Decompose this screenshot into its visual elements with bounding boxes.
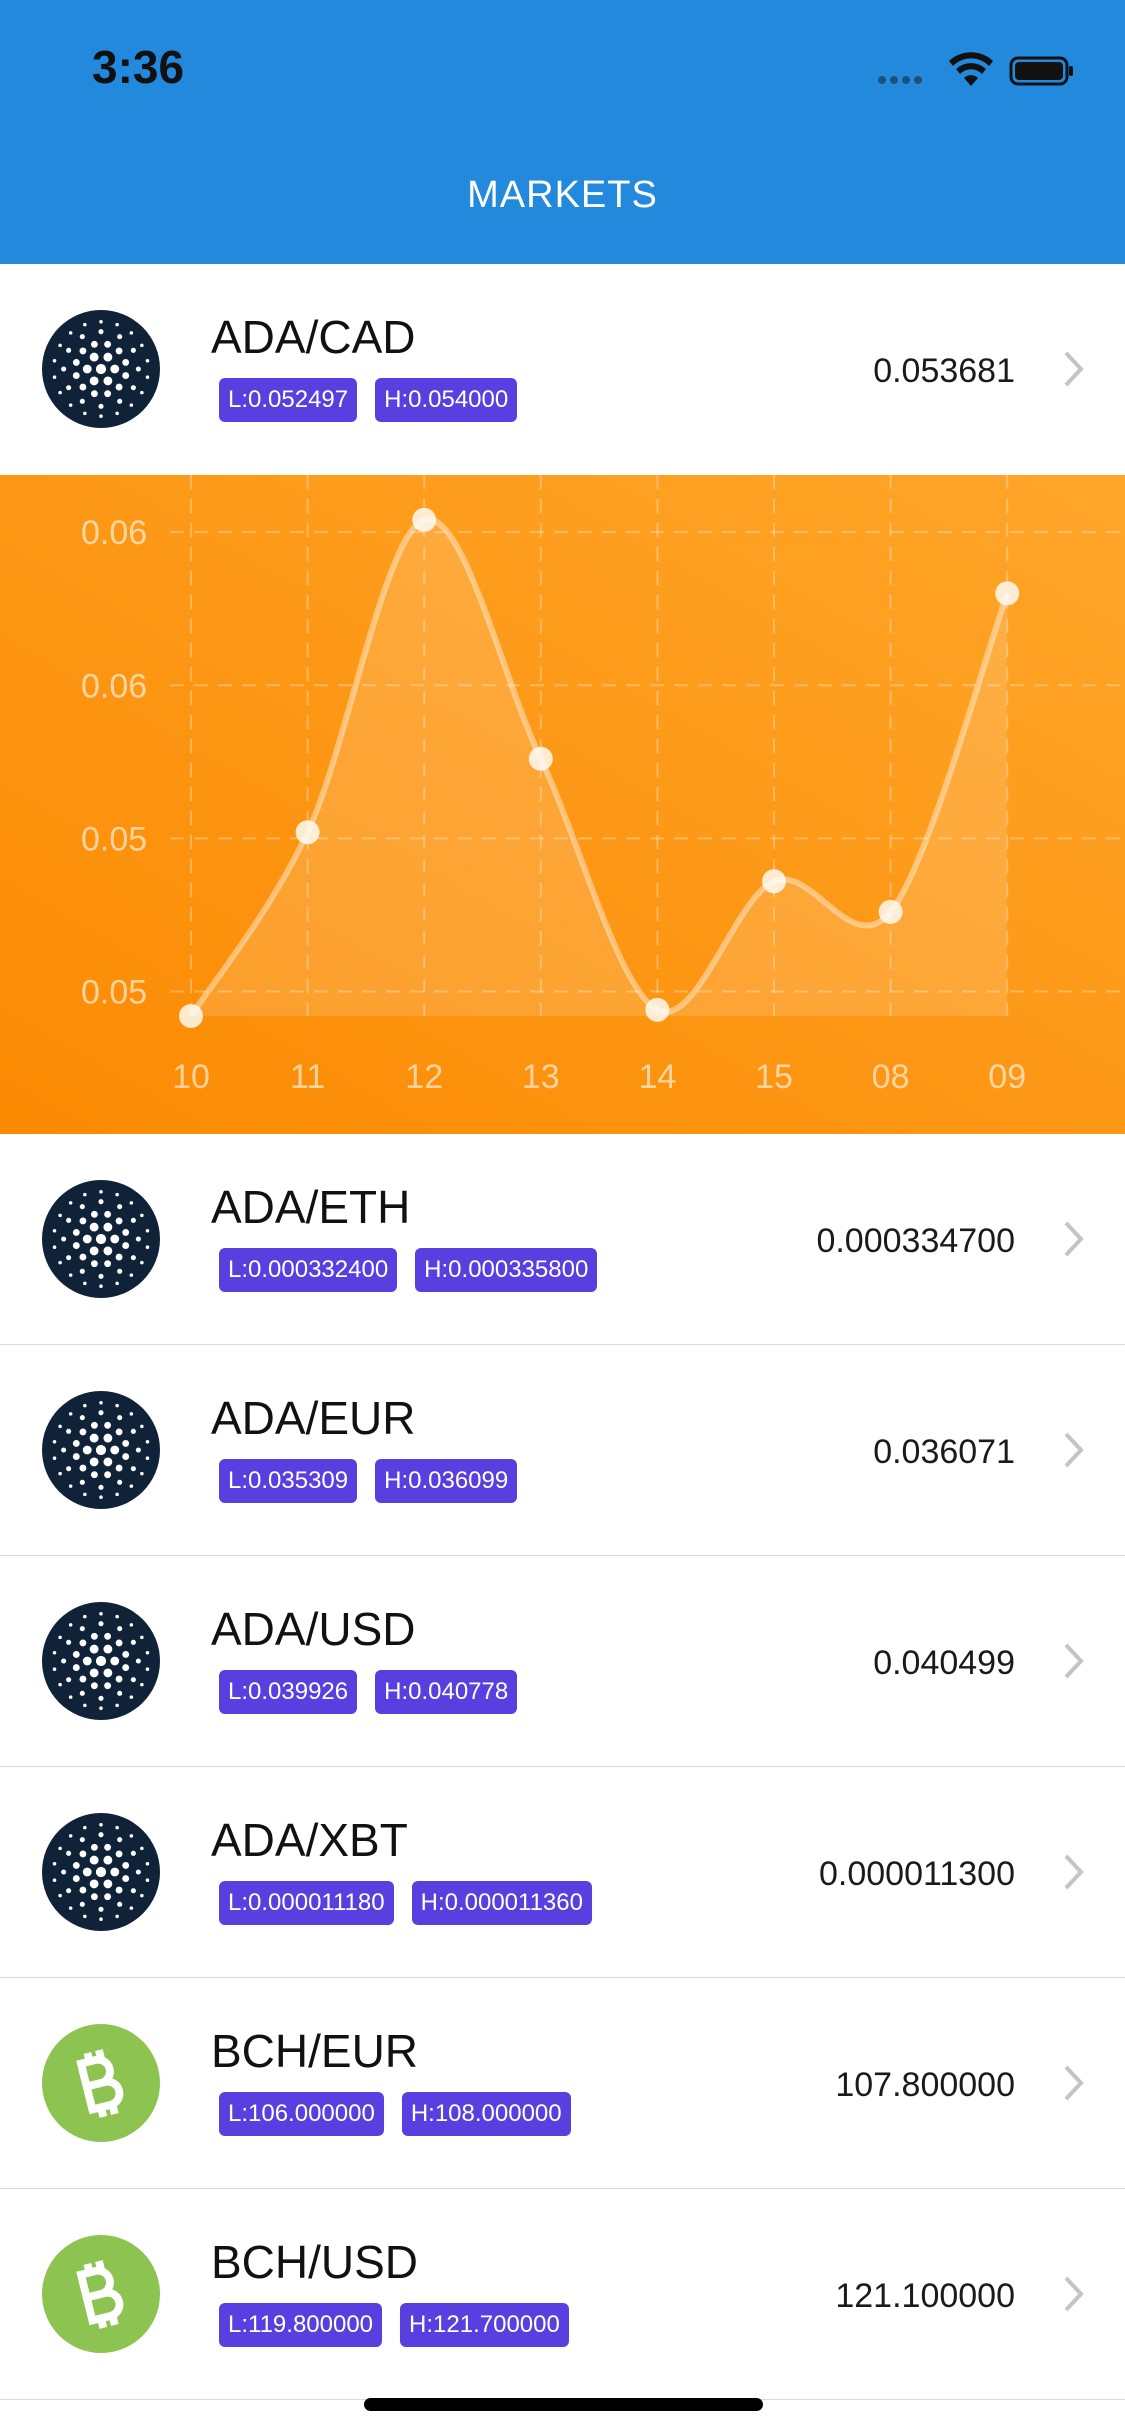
pair-name: ADA/USD bbox=[211, 1603, 416, 1655]
line-area bbox=[191, 519, 1008, 1016]
low-badge: L:0.035309 bbox=[219, 1459, 358, 1503]
price: 0.040499 bbox=[873, 1644, 1015, 1682]
badges: L:106.000000 H:108.000000 bbox=[219, 2092, 571, 2136]
price: 0.000334700 bbox=[816, 1222, 1015, 1260]
chevron-path bbox=[1064, 1432, 1084, 1468]
coin-icon bbox=[42, 1391, 160, 1509]
chevron bbox=[1064, 1854, 1084, 1890]
price: 0.053681 bbox=[873, 352, 1015, 390]
market-row[interactable]: ADA/EUR L:0.035309 H:0.036099 0.036071 bbox=[0, 1345, 1125, 1556]
chevron bbox=[1064, 1643, 1084, 1679]
market-row[interactable]: ADA/ETH L:0.000332400 H:0.000335800 0.00033… bbox=[0, 1134, 1125, 1345]
data-point bbox=[295, 820, 320, 845]
market-row[interactable]: ADA/USD L:0.039926 H:0.040778 0.040499 bbox=[0, 1556, 1125, 1767]
price: 107.800000 bbox=[835, 2066, 1015, 2104]
coin-icon-shape bbox=[42, 1602, 160, 1720]
market-row[interactable]: BCH/USD L:119.800000 H:121.700000 121.10000… bbox=[0, 2189, 1125, 2400]
chevron-path bbox=[1064, 2065, 1084, 2101]
chevron bbox=[1064, 1221, 1084, 1257]
low-badge: L:0.000332400 bbox=[219, 1248, 398, 1292]
high-badge: H:0.000011360 bbox=[411, 1881, 592, 1925]
x-tick-label: 10 bbox=[172, 1058, 210, 1096]
pair-name: BCH/EUR bbox=[211, 2025, 419, 2077]
price: 121.100000 bbox=[835, 2277, 1015, 2315]
x-tick-label: 14 bbox=[638, 1058, 676, 1096]
x-tick-label: 11 bbox=[290, 1058, 325, 1096]
high-badge: H:0.054000 bbox=[375, 378, 518, 422]
chevron-path bbox=[1064, 1643, 1084, 1679]
chevron-path bbox=[1064, 2276, 1084, 2312]
low-badge: L:0.052497 bbox=[219, 378, 358, 422]
y-tick-label: 0.05 bbox=[81, 820, 147, 858]
pair-name: ADA/XBT bbox=[211, 1814, 408, 1866]
pair-name: ADA/EUR bbox=[211, 1392, 416, 1444]
x-tick-label: 15 bbox=[755, 1058, 793, 1096]
market-list: ADA/CAD L:0.052497 H:0.054000 0.053681 0.06 0… bbox=[0, 264, 1125, 2400]
badges: L:0.052497 H:0.054000 bbox=[219, 378, 518, 422]
y-tick-label: 0.06 bbox=[81, 514, 147, 552]
price: 0.000011300 bbox=[818, 1855, 1015, 1893]
high-badge: H:0.000335800 bbox=[415, 1248, 598, 1292]
chevron bbox=[1064, 2276, 1084, 2312]
low-badge: L:119.800000 bbox=[219, 2303, 383, 2347]
badges: L:0.035309 H:0.036099 bbox=[219, 1459, 518, 1503]
high-badge: H:0.036099 bbox=[375, 1459, 518, 1503]
badges: L:0.000332400 H:0.000335800 bbox=[219, 1248, 598, 1292]
data-point bbox=[645, 997, 670, 1022]
data-point bbox=[995, 581, 1020, 606]
coin-icon-shape bbox=[42, 1813, 160, 1931]
coin-icon-shape bbox=[42, 2024, 160, 2142]
coin-icon bbox=[42, 1602, 160, 1720]
badges: L:119.800000 H:121.700000 bbox=[219, 2303, 569, 2347]
nav-title: MARKETS bbox=[467, 174, 658, 216]
chevron bbox=[1064, 2065, 1084, 2101]
chevron-path bbox=[1064, 1221, 1084, 1257]
y-tick-label: 0.05 bbox=[81, 974, 147, 1012]
x-tick-label: 13 bbox=[522, 1058, 560, 1096]
data-point bbox=[762, 869, 786, 894]
x-tick-label: 08 bbox=[872, 1058, 910, 1096]
high-badge: H:0.040778 bbox=[375, 1670, 518, 1714]
y-tick-label: 0.06 bbox=[81, 667, 147, 705]
data-point bbox=[528, 746, 553, 771]
data-point bbox=[179, 1004, 203, 1028]
chevron bbox=[1064, 1432, 1084, 1468]
price: 0.036071 bbox=[873, 1433, 1015, 1471]
market-row[interactable]: BCH/EUR L:106.000000 H:108.000000 107.80000… bbox=[0, 1978, 1125, 2189]
home-indicator bbox=[364, 2398, 763, 2411]
coin-icon bbox=[42, 2024, 160, 2142]
pair-name: BCH/USD bbox=[211, 2236, 419, 2288]
low-badge: L:106.000000 bbox=[219, 2092, 384, 2136]
status-time: 3:36 bbox=[92, 41, 185, 93]
pair-name: ADA/CAD bbox=[211, 311, 416, 363]
market-row[interactable]: ADA/CAD L:0.052497 H:0.054000 0.053681 bbox=[0, 264, 1125, 475]
coin-icon bbox=[42, 1180, 160, 1298]
badges: L:0.039926 H:0.040778 bbox=[219, 1670, 518, 1714]
data-point bbox=[878, 899, 903, 924]
coin-icon-shape bbox=[42, 1180, 160, 1298]
x-tick-label: 09 bbox=[988, 1058, 1026, 1096]
low-badge: L:0.000011180 bbox=[219, 1881, 394, 1925]
coin-icon bbox=[42, 310, 160, 428]
price-chart: 0.06 0.06 0.05 0.05 10 11 12 13 14 15 08 09 bbox=[0, 475, 1125, 1134]
high-badge: H:108.000000 bbox=[401, 2092, 571, 2136]
chevron-path bbox=[1064, 1854, 1084, 1890]
data-point bbox=[412, 507, 437, 532]
status-icons bbox=[878, 52, 1073, 86]
coin-icon bbox=[42, 1813, 160, 1931]
coin-icon-shape bbox=[42, 2235, 160, 2353]
high-badge: H:121.700000 bbox=[400, 2303, 569, 2347]
pair-name: ADA/ETH bbox=[211, 1181, 411, 1233]
coin-icon-shape bbox=[42, 310, 160, 428]
coin-icon-shape bbox=[42, 1391, 160, 1509]
market-row[interactable]: ADA/XBT L:0.000011180 H:0.000011360 0.00001… bbox=[0, 1767, 1125, 1978]
nav-bar: 3:36 MARKETS bbox=[0, 0, 1125, 264]
badges: L:0.000011180 H:0.000011360 bbox=[219, 1881, 592, 1925]
x-tick-label: 12 bbox=[405, 1058, 443, 1096]
chevron bbox=[1064, 351, 1084, 387]
low-badge: L:0.039926 bbox=[219, 1670, 358, 1714]
coin-icon bbox=[42, 2235, 160, 2353]
chevron-path bbox=[1064, 351, 1084, 387]
